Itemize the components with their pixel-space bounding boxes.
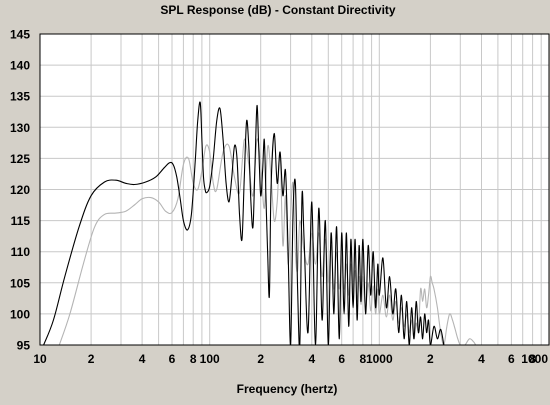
x-tick-label: 8 bbox=[190, 352, 197, 366]
x-tick-label: 4 bbox=[139, 352, 146, 366]
y-tick-label: 100 bbox=[10, 307, 30, 321]
x-tick-label: 100 bbox=[200, 352, 220, 366]
x-tick-label: 4 bbox=[308, 352, 315, 366]
series-line-0 bbox=[43, 101, 445, 345]
y-tick-label: 125 bbox=[10, 152, 30, 166]
x-axis-label: Frequency (hertz) bbox=[237, 382, 338, 396]
x-tick-label: 6 bbox=[169, 352, 176, 366]
x-tick-label: 2 bbox=[257, 352, 264, 366]
y-tick-label: 135 bbox=[10, 90, 30, 104]
series-layer bbox=[43, 101, 480, 345]
y-tick-label: 105 bbox=[10, 276, 30, 290]
x-tick-label: 2 bbox=[88, 352, 95, 366]
x-tick-label: 8 bbox=[529, 352, 536, 366]
y-tick-label: 110 bbox=[11, 245, 31, 259]
x-tick-label: 8 bbox=[360, 352, 367, 366]
plot-frame bbox=[39, 33, 550, 346]
chart-title: SPL Response (dB) - Constant Directivity bbox=[160, 3, 395, 17]
y-tick-label: 95 bbox=[17, 339, 31, 353]
y-tick-label: 120 bbox=[10, 183, 30, 197]
x-tick-label: 1000 bbox=[521, 352, 548, 366]
x-tick-label: 1000 bbox=[366, 352, 393, 366]
y-tick-label: 115 bbox=[11, 214, 31, 228]
x-tick-label: 6 bbox=[508, 352, 515, 366]
y-tick-label: 140 bbox=[10, 59, 30, 73]
y-tick-label: 130 bbox=[10, 121, 30, 135]
y-tick-labels: 145 140 135 130 125 120 115 110 105 100 95 bbox=[10, 28, 30, 353]
y-tick-label: 145 bbox=[10, 28, 30, 42]
x-tick-label: 6 bbox=[338, 352, 345, 366]
x-tick-label: 2 bbox=[427, 352, 434, 366]
x-tick-label: 10 bbox=[33, 352, 47, 366]
x-tick-label: 4 bbox=[478, 352, 485, 366]
